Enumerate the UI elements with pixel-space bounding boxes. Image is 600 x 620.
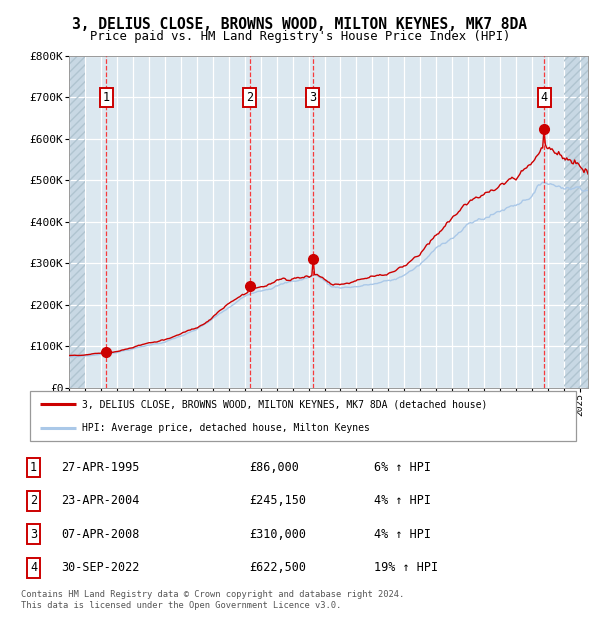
Text: 1: 1 [30, 461, 37, 474]
Text: 4% ↑ HPI: 4% ↑ HPI [374, 528, 431, 541]
Bar [564, 56, 588, 388]
Text: 3: 3 [309, 91, 316, 104]
Text: £622,500: £622,500 [249, 561, 306, 574]
Bar [69, 56, 85, 388]
Bar [564, 56, 588, 388]
Text: 3, DELIUS CLOSE, BROWNS WOOD, MILTON KEYNES, MK7 8DA: 3, DELIUS CLOSE, BROWNS WOOD, MILTON KEY… [73, 17, 527, 32]
Text: Price paid vs. HM Land Registry's House Price Index (HPI): Price paid vs. HM Land Registry's House … [90, 30, 510, 43]
Text: 27-APR-1995: 27-APR-1995 [61, 461, 139, 474]
Text: £310,000: £310,000 [249, 528, 306, 541]
Text: 4: 4 [30, 561, 37, 574]
Text: 4: 4 [541, 91, 548, 104]
FancyBboxPatch shape [30, 391, 576, 441]
Text: £86,000: £86,000 [249, 461, 299, 474]
Text: 19% ↑ HPI: 19% ↑ HPI [374, 561, 439, 574]
Text: 2: 2 [246, 91, 253, 104]
Text: Contains HM Land Registry data © Crown copyright and database right 2024.
This d: Contains HM Land Registry data © Crown c… [21, 590, 404, 609]
Text: 30-SEP-2022: 30-SEP-2022 [61, 561, 139, 574]
Text: 3, DELIUS CLOSE, BROWNS WOOD, MILTON KEYNES, MK7 8DA (detached house): 3, DELIUS CLOSE, BROWNS WOOD, MILTON KEY… [82, 399, 487, 409]
Text: 4% ↑ HPI: 4% ↑ HPI [374, 494, 431, 507]
Text: 23-APR-2004: 23-APR-2004 [61, 494, 139, 507]
Text: 1: 1 [103, 91, 110, 104]
Text: 2: 2 [30, 494, 37, 507]
Text: HPI: Average price, detached house, Milton Keynes: HPI: Average price, detached house, Milt… [82, 423, 370, 433]
Bar [69, 56, 85, 388]
Text: 3: 3 [30, 528, 37, 541]
Text: 6% ↑ HPI: 6% ↑ HPI [374, 461, 431, 474]
Text: 07-APR-2008: 07-APR-2008 [61, 528, 139, 541]
Text: £245,150: £245,150 [249, 494, 306, 507]
